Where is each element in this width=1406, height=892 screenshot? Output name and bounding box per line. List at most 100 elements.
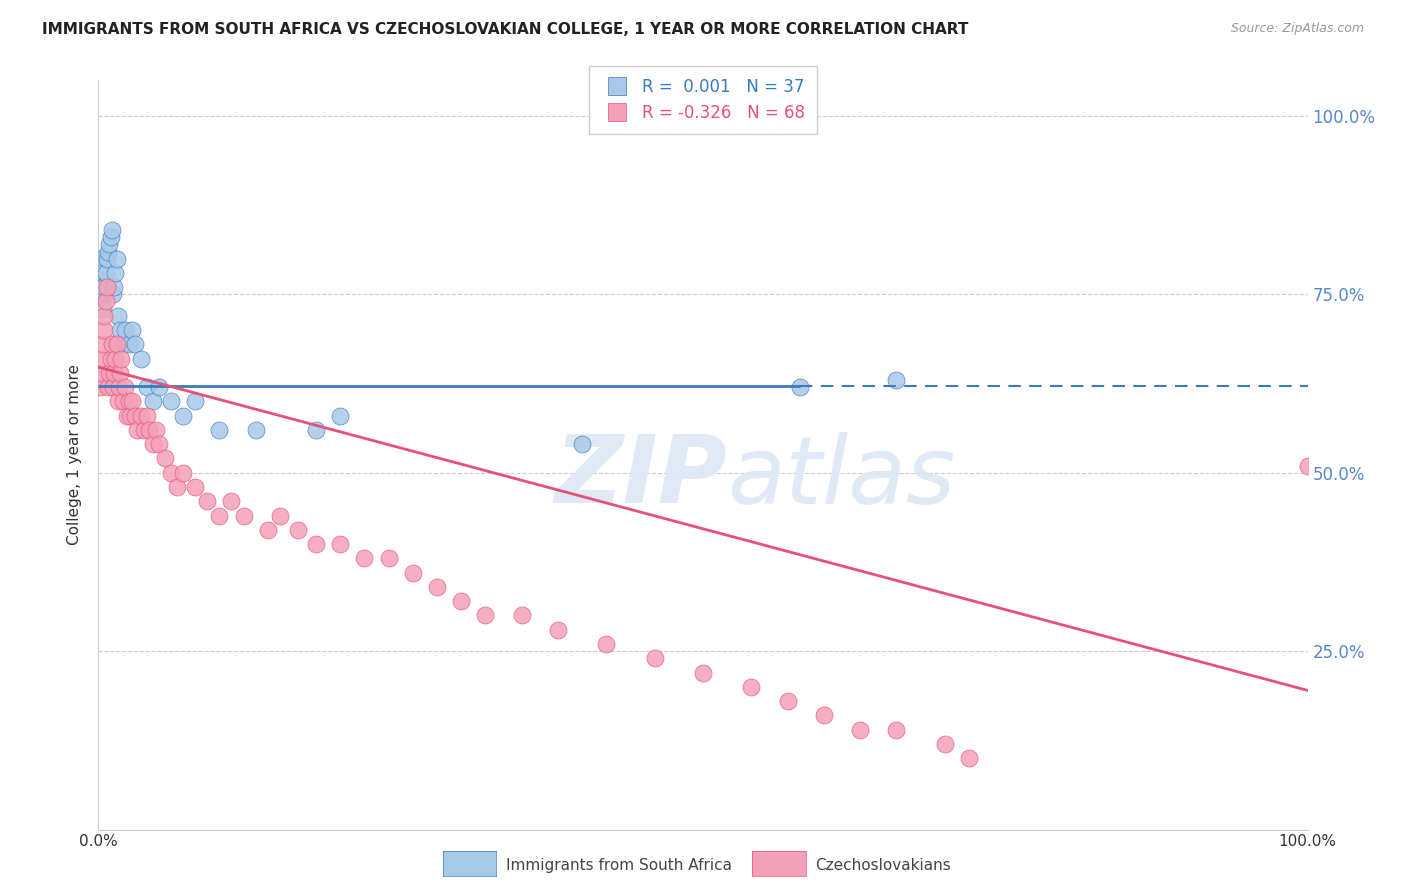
Point (105, 337, 128, 351)
Point (124, 337, 146, 351)
Point (91, 351, 114, 366)
Point (547, 623, 569, 637)
Point (195, 494, 218, 508)
Point (104, 266, 127, 280)
Point (100, 230, 122, 244)
Point (232, 508, 254, 523)
Point (789, 380, 811, 394)
Text: Source: ZipAtlas.com: Source: ZipAtlas.com (1230, 22, 1364, 36)
Point (221, 494, 243, 508)
Point (160, 394, 183, 409)
Point (329, 537, 352, 551)
Point (98, 366, 121, 380)
Point (114, 323, 136, 337)
Point (108, 380, 131, 394)
Point (101, 380, 124, 394)
Point (107, 309, 129, 323)
Point (148, 437, 170, 451)
Point (153, 451, 176, 466)
Point (91, 301, 114, 316)
Point (142, 394, 165, 409)
Point (108, 323, 131, 337)
Point (245, 423, 267, 437)
Point (100, 223, 122, 237)
Point (934, 737, 956, 751)
Point (89, 252, 111, 266)
Point (256, 523, 278, 537)
Text: atlas: atlas (727, 432, 956, 523)
Point (94, 294, 117, 309)
Point (89, 380, 111, 394)
Point (776, 694, 799, 708)
Point (111, 394, 134, 409)
Point (740, 680, 762, 694)
Point (305, 537, 328, 551)
Point (90, 366, 112, 380)
Point (402, 566, 425, 580)
Point (172, 466, 194, 480)
Y-axis label: College, 1 year or more: College, 1 year or more (67, 365, 83, 545)
Point (105, 252, 128, 266)
Point (121, 394, 143, 409)
Point (145, 423, 167, 437)
Point (135, 409, 157, 423)
Point (184, 480, 207, 494)
Point (1296, 458, 1319, 473)
Point (142, 437, 165, 451)
Point (377, 551, 399, 566)
Point (101, 287, 124, 301)
Point (886, 373, 908, 387)
Point (426, 580, 449, 594)
Point (107, 394, 129, 409)
Point (91, 280, 114, 294)
Point (129, 351, 152, 366)
Point (329, 409, 352, 423)
Point (110, 351, 132, 366)
Point (96, 280, 118, 294)
Point (287, 523, 309, 537)
Point (450, 594, 472, 608)
Point (117, 409, 139, 423)
Point (97, 380, 120, 394)
Point (184, 394, 207, 409)
Point (138, 423, 160, 437)
Point (160, 466, 183, 480)
Point (127, 423, 149, 437)
Point (98, 237, 121, 252)
Point (94, 266, 117, 280)
Point (118, 337, 141, 351)
Point (93, 323, 115, 337)
Point (121, 323, 143, 337)
Point (93, 309, 115, 323)
Text: IMMIGRANTS FROM SOUTH AFRICA VS CZECHOSLOVAKIAN COLLEGE, 1 YEAR OR MORE CORRELAT: IMMIGRANTS FROM SOUTH AFRICA VS CZECHOSL… (42, 22, 969, 37)
Point (305, 423, 328, 437)
Point (208, 508, 231, 523)
Legend: R =  0.001   N = 37, R = -0.326   N = 68: R = 0.001 N = 37, R = -0.326 N = 68 (589, 66, 817, 134)
Point (353, 551, 375, 566)
Point (166, 480, 188, 494)
Point (124, 409, 146, 423)
Point (118, 409, 141, 423)
Point (114, 380, 136, 394)
Point (886, 723, 908, 737)
Point (93, 280, 115, 294)
Point (118, 394, 141, 409)
Point (96, 252, 118, 266)
Point (644, 651, 666, 665)
Text: ZIP: ZIP (554, 432, 727, 524)
Point (148, 380, 170, 394)
Point (571, 437, 593, 451)
Point (510, 608, 533, 623)
Point (474, 608, 496, 623)
Point (595, 637, 617, 651)
Point (108, 366, 131, 380)
Point (104, 351, 127, 366)
Point (90, 266, 112, 280)
Point (813, 708, 835, 723)
Point (172, 409, 194, 423)
Point (100, 337, 122, 351)
Point (134, 423, 156, 437)
Point (269, 508, 291, 523)
Point (97, 244, 120, 259)
Text: Immigrants from South Africa: Immigrants from South Africa (506, 858, 733, 872)
